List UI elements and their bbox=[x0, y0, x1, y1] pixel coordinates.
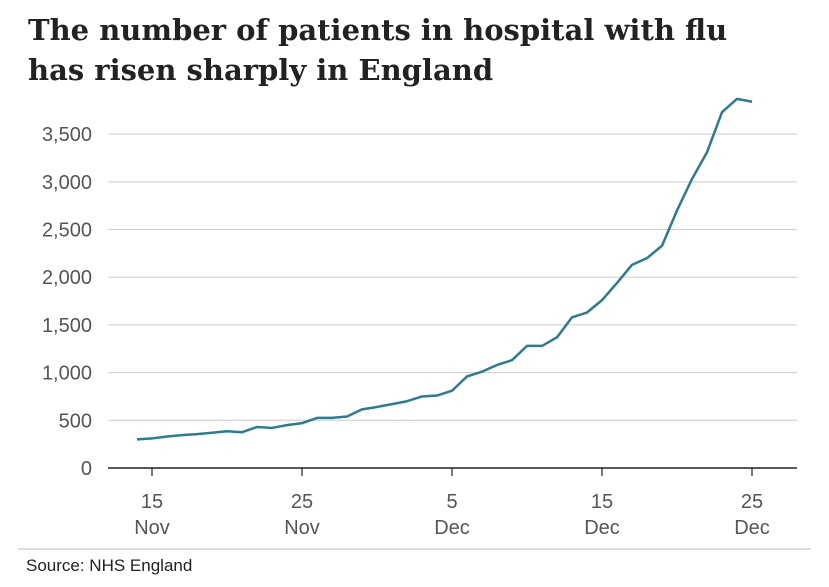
y-tick-label: 0 bbox=[81, 458, 92, 480]
y-tick-label: 3,500 bbox=[42, 124, 92, 146]
y-tick-label: 1,000 bbox=[42, 363, 92, 385]
y-tick-label: 2,000 bbox=[42, 267, 92, 289]
x-tick-label: 5 bbox=[446, 491, 457, 513]
chart-title: has risen sharply in England bbox=[28, 53, 493, 87]
x-tick-label: Nov bbox=[284, 517, 320, 539]
line bbox=[136, 97, 753, 441]
x-tick-label: 25 bbox=[741, 491, 763, 513]
y-tick-label: 2,500 bbox=[42, 220, 92, 242]
x-tick-label: 25 bbox=[291, 491, 313, 513]
x-tick-label: Dec bbox=[734, 517, 770, 539]
x-tick-label: Nov bbox=[134, 517, 170, 539]
chart-title: The number of patients in hospital with … bbox=[28, 13, 727, 47]
x-tick-label: Dec bbox=[584, 517, 620, 539]
x-tick-label: 15 bbox=[591, 491, 613, 513]
x-tick-label: Dec bbox=[434, 517, 470, 539]
y-tick-label: 1,500 bbox=[42, 315, 92, 337]
y-tick-label: 500 bbox=[59, 410, 92, 432]
source: Source: NHS England bbox=[26, 556, 192, 575]
x-tick-label: 15 bbox=[141, 491, 163, 513]
y-tick-label: 3,000 bbox=[42, 172, 92, 194]
